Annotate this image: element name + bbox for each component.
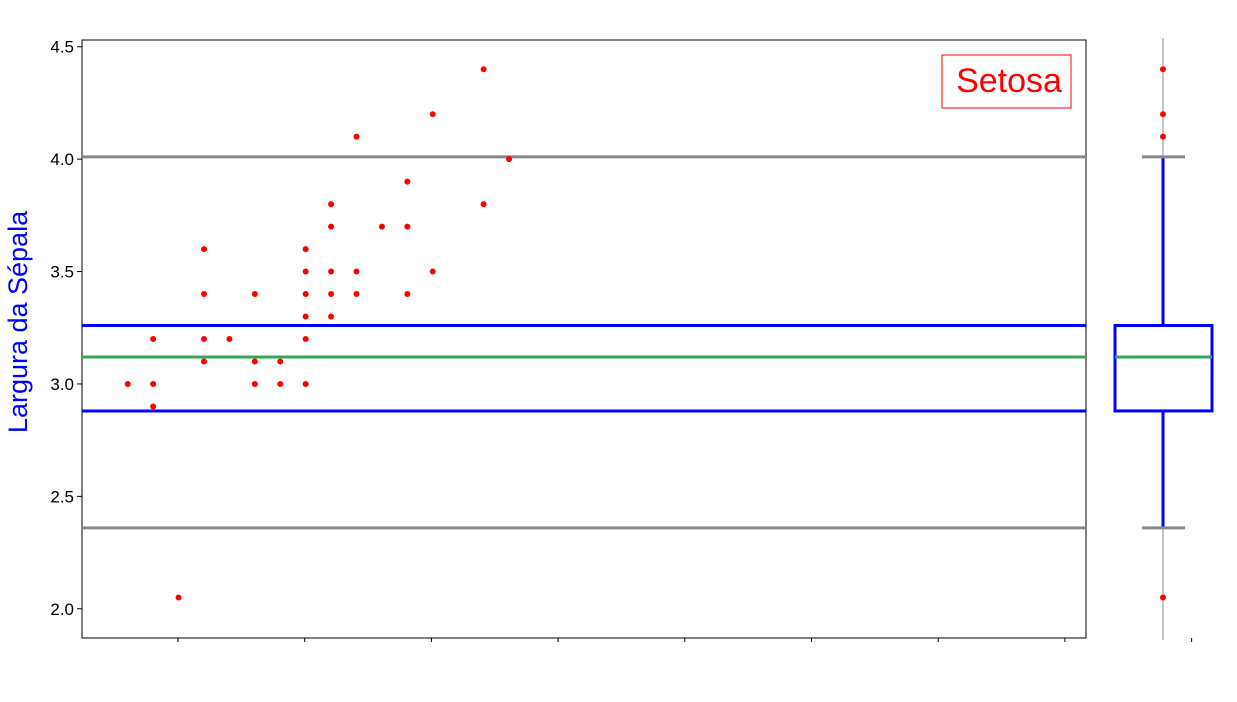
- data-point: [150, 380, 157, 387]
- y-tick-label: 3.5: [50, 263, 74, 282]
- data-point: [353, 291, 360, 298]
- data-point: [201, 291, 208, 298]
- boxplot-outlier: [1160, 133, 1166, 140]
- data-point: [302, 380, 309, 387]
- legend: Setosa: [941, 54, 1072, 109]
- data-point: [251, 358, 258, 365]
- plot-frame: [81, 39, 1087, 639]
- y-axis-label: Largura da Sépala: [3, 210, 33, 433]
- boxplot-panel: [1113, 38, 1214, 640]
- data-point: [150, 336, 157, 342]
- data-point: [277, 358, 284, 365]
- data-point: [404, 223, 411, 230]
- data-point: [506, 156, 513, 163]
- y-tick-label: 3.0: [50, 375, 74, 394]
- data-point: [226, 336, 233, 342]
- data-point: [251, 291, 258, 298]
- data-point: [302, 268, 309, 275]
- data-point: [404, 291, 411, 298]
- data-point: [328, 291, 335, 298]
- data-point: [480, 66, 487, 73]
- data-point: [302, 336, 309, 342]
- boxplot-box: [1113, 324, 1214, 413]
- data-point: [302, 246, 309, 253]
- y-tick-label: 2.5: [50, 487, 74, 506]
- data-point: [480, 201, 487, 208]
- data-point: [328, 313, 335, 320]
- data-point: [150, 403, 157, 410]
- boxplot-outlier: [1160, 111, 1166, 118]
- data-point: [302, 291, 309, 298]
- legend-box: [941, 54, 1072, 109]
- data-point: [378, 223, 385, 230]
- data-point: [353, 133, 360, 140]
- data-point: [353, 268, 360, 275]
- data-point: [277, 380, 284, 387]
- data-point: [251, 380, 258, 387]
- data-point: [328, 223, 335, 230]
- data-point: [302, 313, 309, 320]
- data-point: [404, 178, 411, 185]
- y-tick-label: 4.0: [50, 150, 74, 169]
- data-point: [429, 111, 436, 118]
- data-point: [429, 268, 436, 275]
- legend-label: Setosa: [956, 62, 1062, 100]
- data-point: [201, 358, 208, 365]
- data-point: [328, 268, 335, 275]
- data-point: [328, 201, 335, 208]
- boxplot-outlier: [1160, 594, 1166, 601]
- data-point: [124, 380, 131, 387]
- boxplot-outlier: [1160, 66, 1166, 73]
- y-tick-label: 2.0: [50, 600, 74, 619]
- data-point: [201, 246, 208, 253]
- scatter-plot-area: 2.0 2.5 3.0 3.5 4.0 4.5 Setosa: [50, 38, 1193, 642]
- y-tick-label: 4.5: [50, 38, 74, 57]
- data-point: [175, 594, 182, 601]
- data-point: [201, 336, 208, 342]
